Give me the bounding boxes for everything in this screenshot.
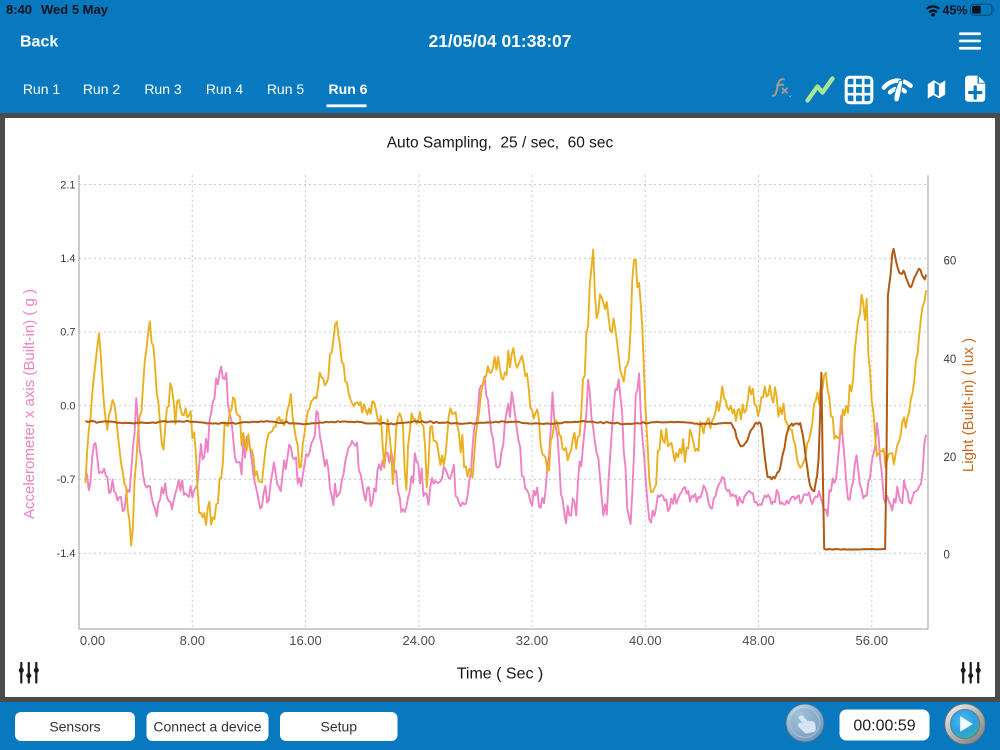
svg-text:0.00: 0.00	[80, 633, 105, 648]
svg-text:Run 2: Run 2	[83, 81, 121, 97]
svg-text:48.00: 48.00	[742, 633, 775, 648]
svg-text:8:40: 8:40	[6, 2, 32, 17]
svg-text:Auto Sampling, 25 / sec, 60: Auto Sampling, 25 / sec, 60 sec	[387, 135, 614, 152]
svg-text:Connect a device: Connect a device	[153, 719, 261, 735]
svg-text:Sensors: Sensors	[49, 719, 100, 735]
svg-text:-0.7: -0.7	[57, 474, 76, 486]
svg-text:Run 5: Run 5	[267, 81, 305, 97]
svg-text:Run 4: Run 4	[206, 81, 244, 97]
svg-text:1.4: 1.4	[60, 253, 75, 265]
svg-text:Setup: Setup	[321, 719, 358, 735]
svg-text:40.00: 40.00	[629, 633, 662, 648]
svg-text:Run 3: Run 3	[144, 81, 182, 97]
svg-text:0: 0	[944, 550, 950, 562]
svg-text:Back: Back	[20, 34, 58, 51]
svg-text:40: 40	[944, 354, 957, 366]
svg-text:Light (Built-in) ( lux ): Light (Built-in) ( lux )	[960, 338, 977, 472]
svg-text:0.0: 0.0	[60, 401, 75, 413]
svg-text:Run 1: Run 1	[23, 81, 61, 97]
svg-text:32.00: 32.00	[516, 633, 549, 648]
svg-text:20: 20	[944, 452, 957, 464]
svg-text:16.00: 16.00	[289, 633, 322, 648]
svg-text:21/05/04 01:38:07: 21/05/04 01:38:07	[428, 31, 571, 51]
svg-text:60: 60	[944, 256, 957, 268]
svg-text:Wed 5 May: Wed 5 May	[41, 2, 109, 17]
svg-text:0.7: 0.7	[60, 327, 75, 339]
svg-text:00:00:59: 00:00:59	[853, 718, 915, 735]
svg-text:45%: 45%	[943, 4, 968, 18]
svg-text:Time ( Sec ): Time ( Sec )	[457, 666, 544, 683]
svg-text:8.00: 8.00	[180, 633, 205, 648]
svg-text:24.00: 24.00	[403, 633, 436, 648]
svg-text:56.00: 56.00	[856, 633, 889, 648]
svg-text:Accelerometer x axis (Built-in: Accelerometer x axis (Built-in) ( g )	[21, 289, 38, 519]
svg-text:2.1: 2.1	[60, 179, 75, 191]
svg-text:-1.4: -1.4	[57, 548, 76, 560]
svg-text:Run 6: Run 6	[329, 81, 368, 97]
